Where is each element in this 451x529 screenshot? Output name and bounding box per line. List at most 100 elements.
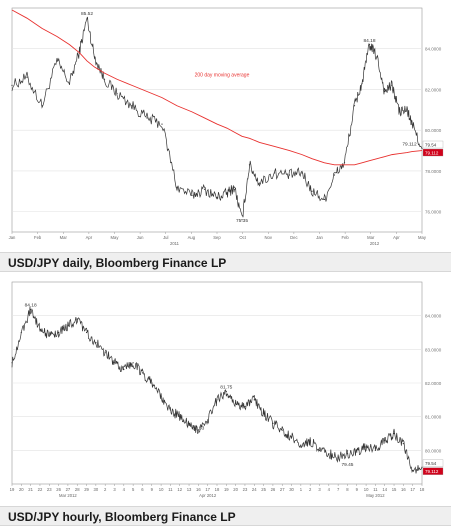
x-tick-label: Sep <box>213 235 221 240</box>
x-period-label: 2012 <box>370 241 380 246</box>
data-point <box>78 50 81 52</box>
annotation-label: 84.18 <box>25 303 37 309</box>
y-tick-label: 84.0000 <box>425 47 442 52</box>
data-point <box>421 466 423 468</box>
last-price-tag <box>422 467 444 475</box>
x-tick-label: 30 <box>289 487 294 492</box>
last-price-tag-label: 79.54 <box>425 461 437 466</box>
data-point <box>191 194 193 196</box>
data-point <box>93 56 96 58</box>
data-point <box>376 56 378 58</box>
x-tick-label: Jun <box>137 235 144 240</box>
data-point <box>262 412 265 414</box>
data-point <box>216 196 218 198</box>
data-point <box>56 60 58 62</box>
data-point <box>113 362 116 364</box>
series-moving-average-line <box>11 9 423 166</box>
data-point <box>39 328 41 330</box>
y-tick-label: 76.0000 <box>425 210 442 215</box>
data-point <box>384 439 386 441</box>
data-point <box>57 331 60 334</box>
data-point <box>365 446 367 448</box>
data-point <box>253 399 255 401</box>
y-tick-label: 80.0000 <box>425 128 442 133</box>
x-tick-label: 27 <box>280 487 285 492</box>
data-point <box>197 429 199 431</box>
data-point <box>300 446 302 448</box>
x-tick-label: 2 <box>104 487 107 492</box>
data-point <box>132 362 134 364</box>
data-point <box>402 443 404 445</box>
y-tick-label: 80.0000 <box>425 448 442 453</box>
data-point <box>328 453 330 455</box>
last-price-tag <box>422 459 444 467</box>
x-tick-label: 18 <box>420 487 425 492</box>
data-point <box>421 147 423 150</box>
x-tick-label: 29 <box>84 487 89 492</box>
data-point <box>203 188 206 190</box>
daily-chart-panel: 76.0000 78.0000 80.0000 82.0000 84.0000 Jan Fe… <box>0 0 451 250</box>
x-tick-label: 1 <box>300 487 303 492</box>
data-point <box>318 449 321 451</box>
y-tick-label: 78.0000 <box>425 169 442 174</box>
annotation-label: 79.112 <box>402 141 417 147</box>
data-point <box>309 439 311 441</box>
data-point <box>241 219 243 221</box>
data-point <box>176 186 178 188</box>
data-point <box>412 469 414 472</box>
series-usdjpy-line <box>11 16 423 218</box>
data-point <box>272 422 274 424</box>
data-point <box>393 432 395 435</box>
y-tick-label: 83.0000 <box>425 347 442 352</box>
data-point <box>11 84 13 86</box>
data-point <box>368 44 371 46</box>
data-point <box>356 451 358 453</box>
x-tick-label: 19 <box>10 487 15 492</box>
x-tick-label: Mar <box>60 235 68 240</box>
x-tick-label: 4 <box>123 487 126 492</box>
x-tick-label: Apr <box>86 235 93 240</box>
data-point <box>333 174 336 176</box>
data-point <box>225 390 227 393</box>
x-tick-label: 14 <box>382 487 387 492</box>
x-tick-label: 16 <box>401 487 406 492</box>
data-point <box>131 105 133 107</box>
data-point <box>146 117 148 119</box>
data-point <box>169 409 172 411</box>
x-tick-label: 30 <box>94 487 99 492</box>
x-tick-label: 25 <box>261 487 266 492</box>
x-tick-label: 8 <box>346 487 349 492</box>
data-point <box>353 105 356 107</box>
x-period-label: 2011 <box>170 241 180 246</box>
x-tick-label: Jul <box>163 235 168 240</box>
data-point <box>104 352 106 354</box>
daily-chart-svg: 76.0000 78.0000 80.0000 82.0000 84.0000 Jan Fe… <box>9 7 444 246</box>
annotation-label: 75.35 <box>236 218 248 224</box>
last-price-tag-label: 79.112 <box>425 151 439 156</box>
data-point <box>248 164 251 166</box>
annotation-label: 85.52 <box>81 11 93 17</box>
x-tick-label: 19 <box>224 487 229 492</box>
data-point <box>391 84 393 86</box>
y-tick-label: 82.0000 <box>425 87 442 92</box>
annotation-label: 81.75 <box>220 384 232 390</box>
data-point <box>26 76 28 78</box>
x-tick-label: 26 <box>271 487 276 492</box>
annotation-label: 84.18 <box>363 38 375 44</box>
data-point <box>273 172 276 174</box>
x-tick-label: 2 <box>309 487 312 492</box>
data-point <box>406 109 408 111</box>
data-point <box>76 318 78 320</box>
data-point <box>411 123 413 125</box>
x-tick-label: 10 <box>364 487 369 492</box>
x-tick-label: 16 <box>196 487 201 492</box>
x-tick-label: 17 <box>410 487 415 492</box>
data-point <box>11 362 13 364</box>
data-point <box>235 402 237 404</box>
x-tick-label: 3 <box>113 487 116 492</box>
x-tick-label: Mar <box>367 235 375 240</box>
series-usdjpy-line <box>11 306 423 474</box>
data-point <box>233 186 236 188</box>
data-point <box>20 331 22 334</box>
